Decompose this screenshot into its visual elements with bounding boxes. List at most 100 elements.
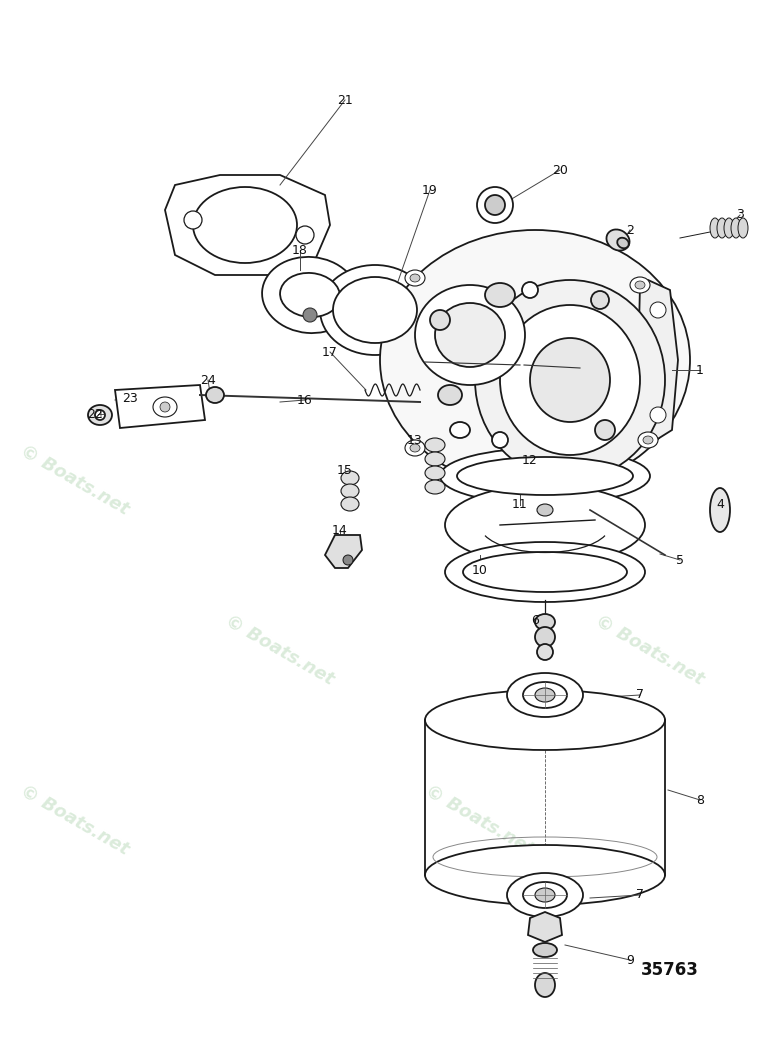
Ellipse shape — [405, 270, 425, 286]
Ellipse shape — [445, 485, 645, 565]
Ellipse shape — [262, 257, 358, 333]
Ellipse shape — [650, 302, 666, 318]
Text: 14: 14 — [332, 524, 348, 536]
Polygon shape — [115, 385, 205, 428]
Text: 24: 24 — [200, 373, 216, 387]
Ellipse shape — [537, 644, 553, 660]
Text: 3: 3 — [736, 209, 744, 222]
Ellipse shape — [88, 405, 112, 425]
Ellipse shape — [341, 484, 359, 498]
Ellipse shape — [184, 211, 202, 229]
Text: 10: 10 — [472, 563, 488, 577]
Ellipse shape — [440, 448, 650, 504]
Text: 11: 11 — [512, 498, 528, 511]
Ellipse shape — [430, 310, 450, 330]
Text: 19: 19 — [422, 184, 438, 196]
Text: 16: 16 — [297, 394, 313, 407]
Polygon shape — [528, 912, 562, 942]
Ellipse shape — [537, 504, 553, 516]
Ellipse shape — [425, 466, 445, 480]
Ellipse shape — [280, 273, 340, 317]
Ellipse shape — [160, 402, 170, 412]
Ellipse shape — [425, 845, 665, 905]
Ellipse shape — [153, 397, 177, 417]
Ellipse shape — [341, 497, 359, 511]
Ellipse shape — [638, 432, 658, 448]
Text: 7: 7 — [636, 888, 644, 902]
Text: 17: 17 — [322, 346, 338, 358]
Ellipse shape — [425, 480, 445, 494]
Ellipse shape — [635, 281, 645, 289]
Polygon shape — [325, 535, 362, 568]
Ellipse shape — [643, 436, 653, 444]
Ellipse shape — [533, 943, 557, 957]
Ellipse shape — [485, 283, 515, 307]
Ellipse shape — [320, 265, 430, 355]
Ellipse shape — [95, 410, 105, 420]
Ellipse shape — [380, 230, 690, 490]
Text: 35763: 35763 — [641, 961, 699, 979]
Ellipse shape — [618, 237, 628, 249]
Text: 8: 8 — [696, 793, 704, 807]
Ellipse shape — [485, 195, 505, 215]
Text: © Boats.net: © Boats.net — [222, 611, 337, 689]
Polygon shape — [165, 175, 330, 275]
Ellipse shape — [475, 280, 665, 480]
Ellipse shape — [535, 688, 555, 702]
Ellipse shape — [535, 888, 555, 902]
Ellipse shape — [477, 187, 513, 223]
Ellipse shape — [206, 387, 224, 403]
Ellipse shape — [522, 282, 538, 298]
Ellipse shape — [595, 420, 615, 440]
Ellipse shape — [333, 277, 417, 343]
Ellipse shape — [650, 407, 666, 423]
Text: 15: 15 — [337, 464, 353, 477]
Text: 2: 2 — [626, 224, 634, 236]
Text: 7: 7 — [636, 689, 644, 701]
Ellipse shape — [341, 471, 359, 485]
Ellipse shape — [425, 690, 665, 750]
Text: © Boats.net: © Boats.net — [18, 442, 133, 518]
Text: 5: 5 — [676, 554, 684, 566]
Ellipse shape — [724, 218, 734, 238]
Ellipse shape — [738, 218, 748, 238]
Ellipse shape — [535, 973, 555, 997]
Ellipse shape — [523, 882, 567, 908]
Ellipse shape — [507, 673, 583, 717]
Ellipse shape — [710, 218, 720, 238]
Ellipse shape — [410, 444, 420, 452]
Text: 9: 9 — [626, 953, 634, 967]
Text: © Boats.net: © Boats.net — [422, 442, 537, 518]
Ellipse shape — [535, 627, 555, 647]
Ellipse shape — [500, 305, 640, 455]
Text: 23: 23 — [122, 392, 138, 404]
Text: © Boats.net: © Boats.net — [592, 611, 708, 689]
Ellipse shape — [463, 552, 627, 593]
Ellipse shape — [438, 385, 462, 405]
Ellipse shape — [425, 452, 445, 466]
Ellipse shape — [731, 218, 741, 238]
Ellipse shape — [523, 682, 567, 709]
Polygon shape — [638, 280, 678, 445]
Ellipse shape — [410, 274, 420, 282]
Ellipse shape — [457, 457, 633, 495]
Ellipse shape — [445, 542, 645, 602]
Text: © Boats.net: © Boats.net — [18, 782, 133, 858]
Ellipse shape — [425, 438, 445, 452]
Text: © Boats.net: © Boats.net — [422, 782, 537, 858]
Ellipse shape — [630, 277, 650, 293]
Text: 18: 18 — [292, 243, 308, 256]
Ellipse shape — [435, 303, 505, 367]
Text: 12: 12 — [522, 454, 538, 466]
Ellipse shape — [530, 338, 610, 422]
Ellipse shape — [296, 226, 314, 243]
Ellipse shape — [492, 432, 508, 448]
Ellipse shape — [405, 440, 425, 456]
Text: 21: 21 — [337, 93, 353, 107]
Text: 13: 13 — [407, 434, 423, 446]
Ellipse shape — [193, 187, 297, 263]
Ellipse shape — [507, 873, 583, 918]
Ellipse shape — [450, 422, 470, 438]
Ellipse shape — [717, 218, 727, 238]
Ellipse shape — [710, 488, 730, 532]
